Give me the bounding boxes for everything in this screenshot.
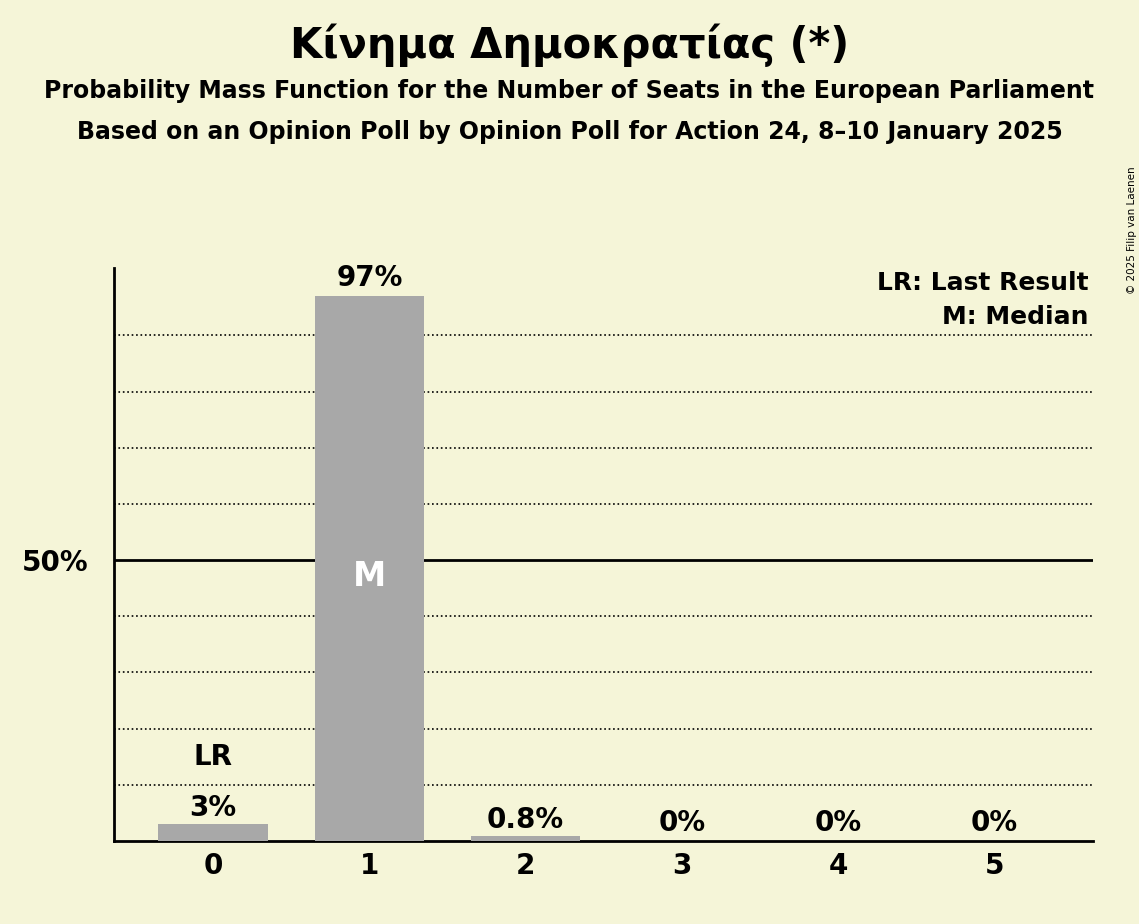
- Text: Κίνημα Δημοκρατίας (*): Κίνημα Δημοκρατίας (*): [289, 23, 850, 67]
- Text: 3%: 3%: [189, 794, 237, 821]
- Text: 0%: 0%: [814, 808, 861, 837]
- Text: LR: LR: [194, 743, 232, 771]
- Text: M: M: [353, 560, 386, 593]
- Text: M: Median: M: Median: [942, 305, 1089, 329]
- Text: LR: Last Result: LR: Last Result: [877, 271, 1089, 295]
- Text: 0%: 0%: [658, 808, 705, 837]
- Text: 97%: 97%: [336, 263, 402, 292]
- Bar: [470, 836, 580, 841]
- Text: Probability Mass Function for the Number of Seats in the European Parliament: Probability Mass Function for the Number…: [44, 79, 1095, 103]
- Bar: [314, 296, 424, 841]
- Text: 0.8%: 0.8%: [487, 806, 564, 834]
- Text: 0%: 0%: [970, 808, 1018, 837]
- Text: © 2025 Filip van Laenen: © 2025 Filip van Laenen: [1126, 166, 1137, 294]
- Bar: [158, 824, 268, 841]
- Text: Based on an Opinion Poll by Opinion Poll for Action 24, 8–10 January 2025: Based on an Opinion Poll by Opinion Poll…: [76, 120, 1063, 144]
